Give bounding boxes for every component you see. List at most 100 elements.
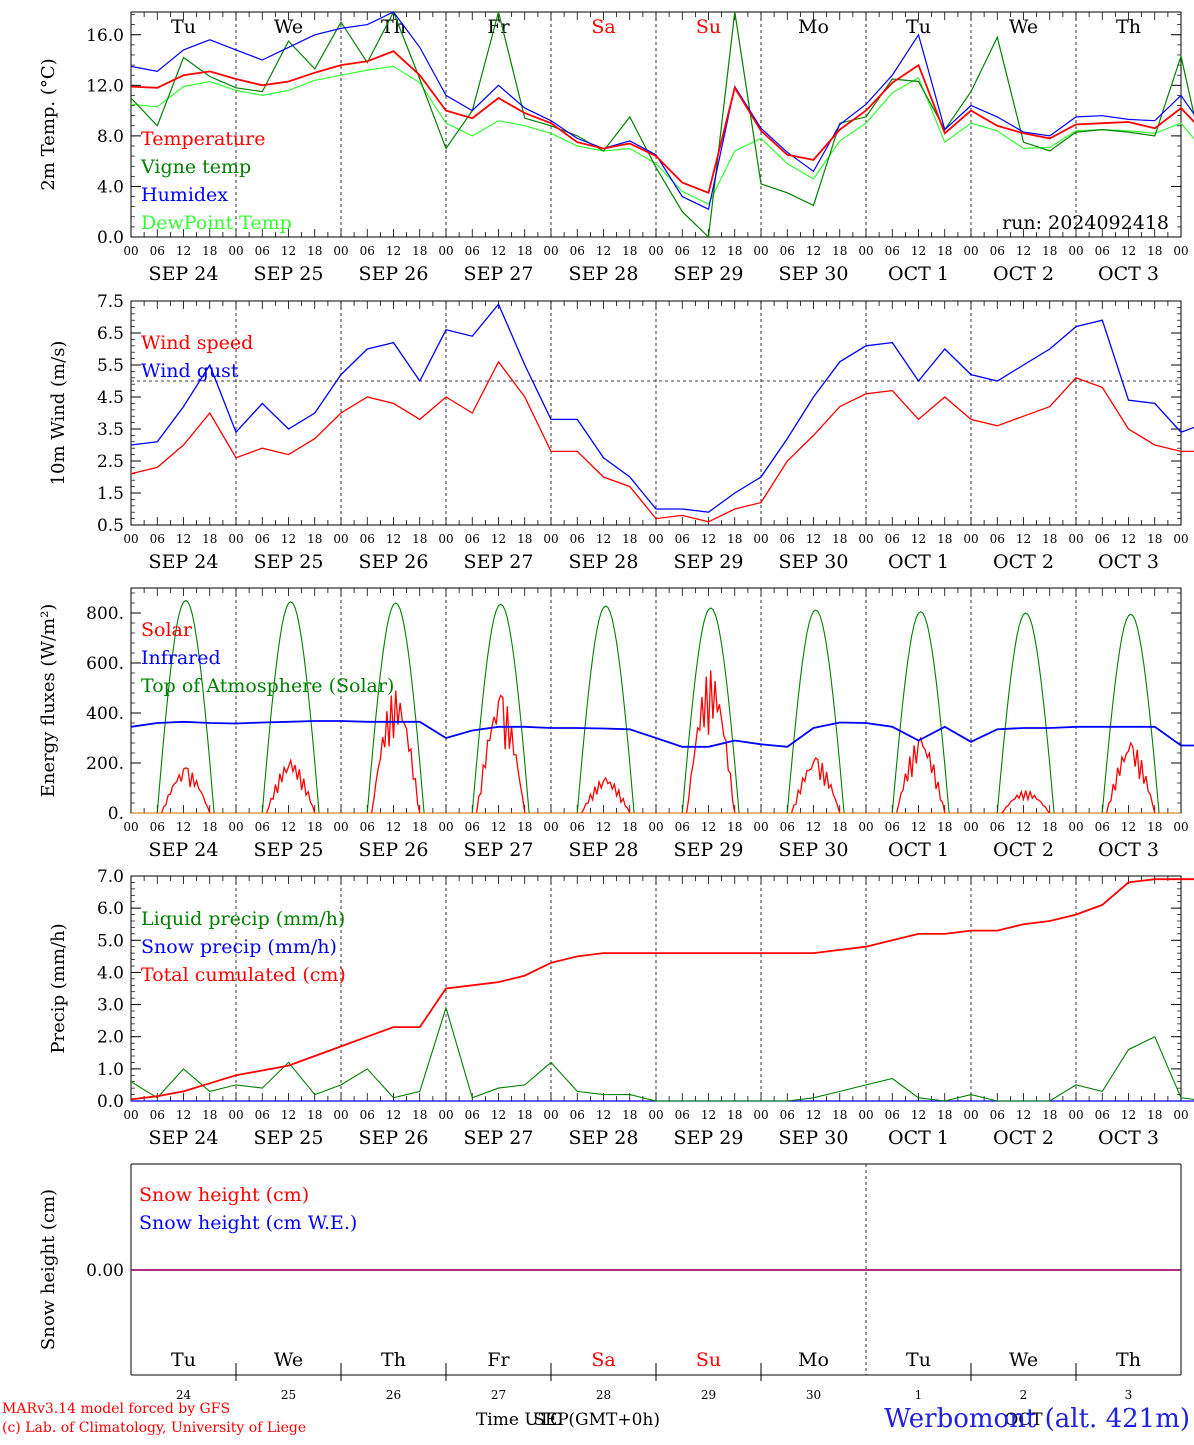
x-axis-label: Time UTC (GMT+0h)	[476, 1410, 660, 1430]
hour-tick-label: 00	[1068, 1108, 1083, 1122]
weekday-label: Mo	[798, 16, 829, 38]
hour-tick-label: 18	[412, 1108, 427, 1122]
day-number-label: 24	[176, 1388, 192, 1402]
y-tick-label: 8.0	[97, 127, 124, 147]
y-axis-label: 10m Wind (m/s)	[48, 341, 69, 486]
day-number-label: 1	[915, 1388, 923, 1402]
hour-tick-label: 06	[360, 1108, 375, 1122]
y-axis-label: Energy fluxes (W/m²)	[38, 604, 59, 798]
date-label: SEP 24	[149, 839, 219, 861]
legend-entry: Infrared	[141, 647, 221, 669]
toa-solar-curve	[366, 602, 425, 814]
hour-tick-label: 06	[885, 532, 900, 546]
weekday-label: Tu	[906, 16, 931, 38]
y-tick-label: 600.	[86, 654, 124, 674]
weekday-label: Tu	[906, 1349, 931, 1371]
hour-tick-label: 12	[1121, 244, 1136, 258]
date-label: SEP 24	[149, 551, 219, 573]
hour-tick-label: 06	[150, 532, 165, 546]
hour-tick-label: 00	[543, 532, 558, 546]
hour-tick-label: 12	[176, 244, 191, 258]
hour-tick-label: 18	[412, 532, 427, 546]
hour-tick-label: 12	[806, 532, 821, 546]
hour-tick-label: 06	[570, 532, 585, 546]
hour-tick-label: 12	[1016, 244, 1031, 258]
solar-curve	[475, 694, 526, 814]
weekday-label: Su	[696, 1349, 721, 1371]
y-tick-label: 0.0	[97, 228, 124, 248]
hour-tick-label: 00	[858, 1108, 873, 1122]
hour-tick-label: 12	[386, 820, 401, 834]
y-tick-label: 4.5	[97, 388, 124, 408]
hour-tick-label: 12	[701, 1108, 716, 1122]
day-number-label: 27	[491, 1388, 506, 1402]
hour-tick-label: 18	[832, 1108, 847, 1122]
plot-frame	[130, 11, 1182, 238]
hour-tick-label: 18	[202, 1108, 217, 1122]
hour-tick-label: 18	[832, 244, 847, 258]
weekday-label: Fr	[487, 16, 510, 38]
hour-tick-label: 12	[701, 244, 716, 258]
hour-tick-label: 18	[727, 244, 742, 258]
hour-tick-label: 06	[150, 820, 165, 834]
legend-entry: Wind speed	[141, 332, 253, 354]
hour-tick-label: 18	[307, 244, 322, 258]
y-tick-label: 4.0	[97, 963, 124, 983]
lab-credit: (c) Lab. of Climatology, University of L…	[2, 1420, 307, 1436]
solar-curve	[160, 767, 211, 814]
run-label: run: 2024092418	[1002, 212, 1169, 234]
y-tick-label: 7.0	[97, 867, 124, 887]
hour-tick-label: 12	[911, 244, 926, 258]
day-number-label: 29	[701, 1388, 716, 1402]
y-tick-label: 1.0	[97, 1060, 124, 1080]
hour-tick-label: 00	[123, 1108, 138, 1122]
hour-tick-label: 00	[333, 1108, 348, 1122]
y-tick-label: 5.0	[97, 931, 124, 951]
solar-curve	[265, 758, 316, 814]
hour-tick-label: 06	[885, 1108, 900, 1122]
hour-tick-label: 00	[1173, 1108, 1188, 1122]
hour-tick-label: 06	[150, 1108, 165, 1122]
solar-curve	[1001, 789, 1051, 814]
solar-curve	[790, 757, 841, 814]
y-tick-label: 12.0	[86, 76, 124, 96]
date-label: OCT 3	[1098, 551, 1159, 573]
hour-tick-label: 18	[937, 820, 952, 834]
date-label: SEP 26	[359, 1127, 429, 1149]
series-dewpoint-temp	[130, 65, 1194, 205]
y-tick-label: 3.0	[97, 996, 124, 1016]
hour-tick-label: 18	[937, 244, 952, 258]
toa-solar-curve	[891, 611, 950, 814]
hour-tick-label: 06	[1095, 820, 1110, 834]
hour-tick-label: 00	[858, 532, 873, 546]
hour-tick-label: 18	[202, 820, 217, 834]
hour-tick-label: 00	[123, 244, 138, 258]
station-name: Werbomont (alt. 421m)	[884, 1404, 1190, 1434]
hour-tick-label: 00	[648, 820, 663, 834]
date-label: SEP 28	[569, 263, 639, 285]
hour-tick-label: 06	[675, 820, 690, 834]
hour-tick-label: 06	[1095, 244, 1110, 258]
hour-tick-label: 12	[596, 244, 611, 258]
hour-tick-label: 06	[1095, 1108, 1110, 1122]
solar-curve	[1105, 741, 1156, 814]
y-tick-label: 2.5	[97, 452, 124, 472]
hour-tick-label: 06	[780, 244, 795, 258]
date-label: SEP 25	[254, 263, 324, 285]
hour-tick-label: 06	[255, 820, 270, 834]
hour-tick-label: 12	[176, 1108, 191, 1122]
weekday-label: Th	[381, 1349, 406, 1371]
y-tick-label: 6.5	[97, 324, 124, 344]
hour-tick-label: 00	[438, 244, 453, 258]
hour-tick-label: 00	[963, 820, 978, 834]
y-axis-label: 2m Temp. (°C)	[38, 58, 59, 190]
hour-tick-label: 00	[753, 820, 768, 834]
y-tick-label: 4.0	[97, 177, 124, 197]
series-wind-gust	[130, 302, 1194, 513]
legend-entry: DewPoint Temp	[141, 212, 292, 234]
weekday-label: Sa	[591, 1349, 615, 1371]
hour-tick-label: 18	[622, 532, 637, 546]
hour-tick-label: 18	[1147, 1108, 1162, 1122]
date-label: SEP 29	[674, 1127, 744, 1149]
hour-tick-label: 06	[465, 820, 480, 834]
